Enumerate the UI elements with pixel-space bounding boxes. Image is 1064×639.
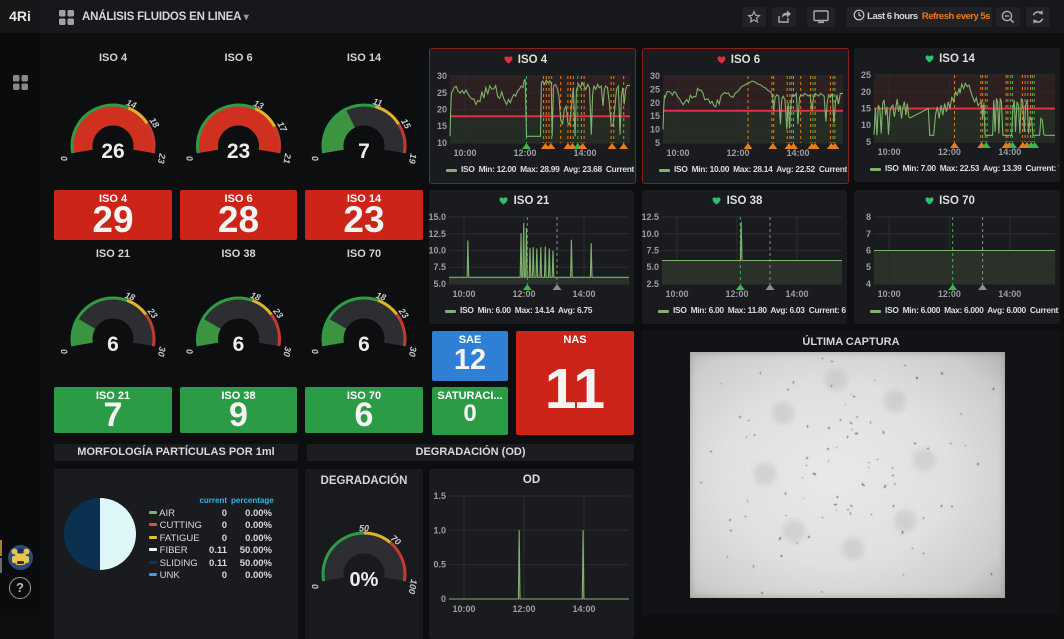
svg-text:14: 14 (125, 98, 138, 111)
svg-text:0: 0 (59, 348, 70, 355)
svg-text:6: 6 (358, 333, 370, 356)
svg-text:70: 70 (389, 533, 403, 547)
svg-text:18: 18 (375, 290, 388, 303)
svg-text:14:00: 14:00 (572, 289, 595, 299)
svg-text:15: 15 (861, 104, 871, 114)
svg-text:10.0: 10.0 (642, 229, 659, 239)
svg-text:30: 30 (407, 346, 419, 358)
svg-text:10:00: 10:00 (452, 604, 475, 614)
svg-text:10:00: 10:00 (665, 289, 688, 299)
svg-text:20: 20 (861, 87, 871, 97)
svg-text:25: 25 (437, 88, 447, 98)
svg-text:19: 19 (407, 153, 419, 165)
svg-text:11: 11 (372, 96, 384, 108)
svg-text:20: 20 (437, 105, 447, 115)
svg-text:12.5: 12.5 (429, 229, 446, 239)
svg-text:100: 100 (407, 578, 419, 595)
svg-text:14:00: 14:00 (786, 148, 809, 158)
svg-text:12:00: 12:00 (938, 147, 961, 157)
svg-text:5: 5 (655, 138, 660, 148)
svg-text:10:00: 10:00 (878, 147, 901, 157)
svg-text:30: 30 (281, 346, 293, 358)
svg-text:18: 18 (124, 290, 137, 303)
svg-text:14:00: 14:00 (998, 289, 1021, 299)
svg-text:30: 30 (650, 71, 660, 81)
svg-text:7.5: 7.5 (433, 262, 446, 272)
svg-text:5: 5 (866, 262, 871, 272)
svg-text:0.5: 0.5 (433, 560, 446, 570)
svg-text:25: 25 (650, 84, 660, 94)
svg-text:5: 5 (866, 137, 871, 147)
svg-text:20: 20 (650, 98, 660, 108)
svg-text:0%: 0% (350, 569, 379, 591)
svg-text:0: 0 (59, 155, 70, 162)
svg-text:1.0: 1.0 (433, 525, 446, 535)
svg-text:0: 0 (184, 348, 195, 355)
svg-text:10:00: 10:00 (453, 148, 476, 158)
svg-text:15: 15 (650, 111, 660, 121)
svg-text:10.0: 10.0 (429, 246, 446, 256)
svg-text:0: 0 (310, 348, 321, 355)
svg-text:12:00: 12:00 (512, 289, 535, 299)
svg-text:1.5: 1.5 (433, 491, 446, 501)
svg-text:2.5: 2.5 (646, 279, 659, 289)
svg-text:14:00: 14:00 (573, 148, 596, 158)
svg-text:12.5: 12.5 (642, 212, 659, 222)
svg-text:26: 26 (101, 140, 124, 163)
svg-text:15: 15 (437, 121, 447, 131)
svg-text:6: 6 (107, 333, 119, 356)
svg-text:8: 8 (866, 212, 871, 222)
svg-text:14:00: 14:00 (572, 604, 595, 614)
svg-text:25: 25 (861, 70, 871, 80)
svg-text:6: 6 (233, 333, 245, 356)
svg-text:7: 7 (358, 140, 370, 163)
svg-text:4: 4 (866, 279, 871, 289)
svg-text:0: 0 (441, 594, 446, 604)
svg-text:18: 18 (147, 116, 161, 130)
svg-text:12:00: 12:00 (513, 148, 536, 158)
svg-text:6: 6 (866, 246, 871, 256)
svg-text:23: 23 (227, 140, 250, 163)
svg-text:21: 21 (281, 152, 293, 165)
svg-text:10:00: 10:00 (452, 289, 475, 299)
svg-text:12:00: 12:00 (512, 604, 535, 614)
svg-text:5.0: 5.0 (433, 279, 446, 289)
svg-text:12:00: 12:00 (725, 289, 748, 299)
svg-text:30: 30 (437, 71, 447, 81)
svg-text:0: 0 (310, 155, 321, 162)
svg-text:10:00: 10:00 (878, 289, 901, 299)
svg-text:14:00: 14:00 (785, 289, 808, 299)
svg-text:14:00: 14:00 (998, 147, 1021, 157)
svg-text:0: 0 (310, 583, 321, 590)
svg-text:12:00: 12:00 (726, 148, 749, 158)
svg-text:10: 10 (437, 138, 447, 148)
svg-text:18: 18 (249, 290, 262, 303)
svg-text:50: 50 (359, 524, 369, 534)
svg-text:30: 30 (156, 346, 168, 358)
svg-text:7: 7 (866, 229, 871, 239)
svg-text:0: 0 (184, 155, 195, 162)
svg-text:10:00: 10:00 (666, 148, 689, 158)
svg-text:12:00: 12:00 (938, 289, 961, 299)
svg-text:7.5: 7.5 (646, 246, 659, 256)
svg-text:5.0: 5.0 (646, 262, 659, 272)
svg-text:10: 10 (650, 125, 660, 135)
svg-text:10: 10 (861, 120, 871, 130)
svg-text:15.0: 15.0 (429, 212, 446, 222)
svg-text:23: 23 (156, 152, 168, 165)
svg-text:13: 13 (252, 98, 265, 111)
